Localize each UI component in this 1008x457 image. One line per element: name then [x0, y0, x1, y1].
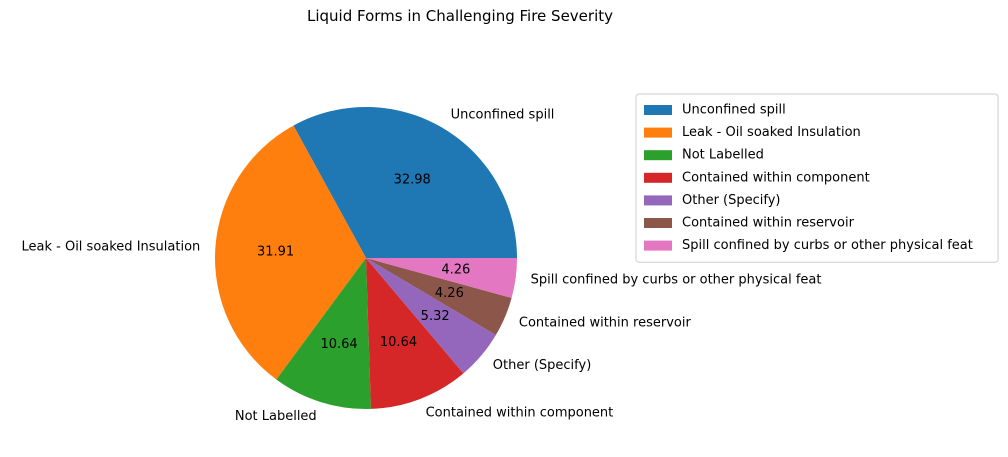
slice-value-unconfined-spill: 32.98 — [394, 173, 431, 188]
legend-label-not-labelled: Not Labelled — [682, 148, 764, 163]
slice-value-labels: 32.98 31.91 10.64 10.64 5.32 4.26 4.26 — [257, 173, 470, 352]
slice-label-leak-oil-soaked-insulation: Leak - Oil soaked Insulation — [22, 239, 201, 254]
slice-label-contained-within-reservoir: Contained within reservoir — [519, 315, 692, 330]
legend-swatch-spill-confined-by-curbs-or-other-physical-feat — [644, 240, 672, 251]
pie-slice-contained-within-reservoir — [366, 258, 512, 336]
legend-swatch-leak-oil-soaked-insulation — [644, 127, 672, 138]
slice-value-leak-oil-soaked-insulation: 31.91 — [257, 244, 294, 259]
legend-frame — [635, 93, 999, 263]
pie-slices — [215, 107, 517, 409]
legend-label-other-specify: Other (Specify) — [682, 193, 781, 208]
slice-labels: Unconfined spill Leak - Oil soaked Insula… — [22, 108, 822, 425]
slice-label-contained-within-component: Contained within component — [426, 406, 614, 421]
pie-slice-other-specify — [366, 258, 496, 374]
legend-label-leak-oil-soaked-insulation: Leak - Oil soaked Insulation — [682, 125, 861, 140]
legend-swatch-other-specify — [644, 195, 672, 206]
slice-value-spill-confined-by-curbs-or-other-physical-feat: 4.26 — [441, 263, 470, 278]
legend-swatch-contained-within-component — [644, 172, 672, 183]
slice-label-not-labelled: Not Labelled — [235, 409, 317, 424]
pie-slice-not-labelled — [276, 258, 371, 409]
slice-value-not-labelled: 10.64 — [320, 337, 357, 352]
chart-title: Liquid Forms in Challenging Fire Severit… — [307, 7, 613, 25]
legend: Unconfined spill Leak - Oil soaked Insula… — [635, 93, 999, 263]
legend-swatch-contained-within-reservoir — [644, 218, 672, 228]
legend-label-contained-within-component: Contained within component — [682, 170, 870, 185]
pie-slice-spill-confined-by-curbs-or-other-physical-feat — [366, 258, 517, 298]
pie-slice-unconfined-spill — [293, 107, 517, 258]
legend-label-spill-confined-by-curbs-or-other-physical-feat: Spill confined by curbs or other physica… — [682, 238, 973, 253]
legend-label-unconfined-spill: Unconfined spill — [682, 103, 786, 118]
slice-value-contained-within-component: 10.64 — [380, 335, 417, 350]
slice-value-other-specify: 5.32 — [421, 309, 450, 324]
slice-value-contained-within-reservoir: 4.26 — [435, 286, 464, 301]
slice-label-other-specify: Other (Specify) — [493, 358, 591, 373]
legend-swatch-not-labelled — [644, 150, 672, 161]
pie-slice-contained-within-component — [366, 258, 464, 409]
legend-label-contained-within-reservoir: Contained within reservoir — [682, 216, 855, 231]
slice-label-spill-confined-by-curbs-or-other-physical-feat: Spill confined by curbs or other physica… — [531, 273, 822, 288]
slice-label-unconfined-spill: Unconfined spill — [451, 108, 555, 123]
legend-swatch-unconfined-spill — [644, 105, 672, 115]
pie-slice-leak-oil-soaked-insulation — [215, 125, 366, 380]
